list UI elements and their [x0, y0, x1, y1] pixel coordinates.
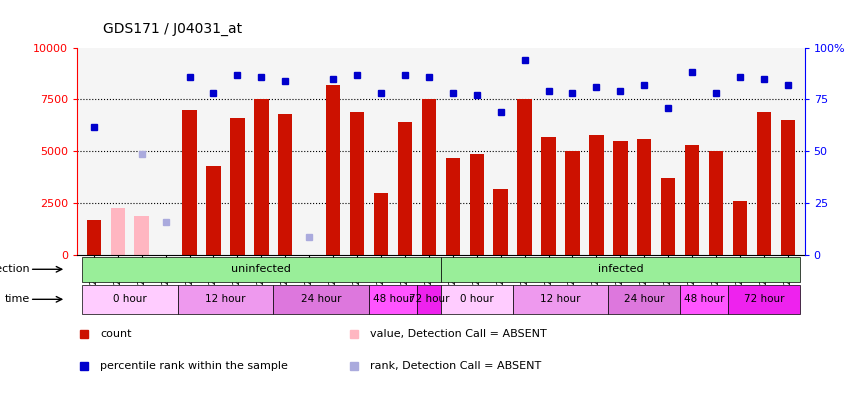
Text: 72 hour: 72 hour [408, 294, 449, 304]
Bar [369, 285, 417, 314]
Text: 48 hour: 48 hour [684, 294, 724, 304]
Text: value, Detection Call = ABSENT: value, Detection Call = ABSENT [370, 329, 546, 339]
Bar [82, 285, 177, 314]
Text: 0 hour: 0 hour [460, 294, 494, 304]
Text: infection: infection [0, 264, 30, 274]
Bar [757, 112, 771, 255]
Text: rank, Detection Call = ABSENT: rank, Detection Call = ABSENT [370, 361, 541, 371]
Text: 72 hour: 72 hour [744, 294, 784, 304]
Bar [446, 158, 460, 255]
Text: percentile rank within the sample: percentile rank within the sample [100, 361, 288, 371]
Bar [613, 141, 627, 255]
Bar [177, 285, 273, 314]
Text: infected: infected [597, 264, 643, 274]
Bar [182, 110, 197, 255]
Bar [589, 135, 603, 255]
Bar [441, 285, 513, 314]
Bar [661, 179, 675, 255]
Bar [709, 151, 723, 255]
Bar [681, 285, 728, 314]
Bar [609, 285, 681, 314]
Bar [350, 112, 365, 255]
Text: GDS171 / J04031_at: GDS171 / J04031_at [103, 22, 242, 36]
Bar [273, 285, 369, 314]
Bar [230, 118, 245, 255]
Bar [326, 85, 341, 255]
Bar [110, 208, 125, 255]
Bar [728, 285, 800, 314]
Bar [513, 285, 609, 314]
Text: 24 hour: 24 hour [624, 294, 664, 304]
Text: 24 hour: 24 hour [301, 294, 342, 304]
Bar [206, 166, 221, 255]
Text: 48 hour: 48 hour [372, 294, 413, 304]
Text: 12 hour: 12 hour [540, 294, 580, 304]
Text: time: time [4, 294, 30, 304]
Bar [254, 99, 269, 255]
Text: 12 hour: 12 hour [205, 294, 246, 304]
Bar [781, 120, 795, 255]
Bar [733, 201, 747, 255]
Bar [685, 145, 699, 255]
Bar [541, 137, 556, 255]
Bar [417, 285, 441, 314]
Text: count: count [100, 329, 132, 339]
Bar [441, 257, 800, 282]
Bar [637, 139, 651, 255]
Bar [374, 193, 388, 255]
Bar [517, 99, 532, 255]
Bar [398, 122, 412, 255]
Bar [86, 220, 101, 255]
Bar [565, 151, 580, 255]
Text: uninfected: uninfected [231, 264, 291, 274]
Bar [278, 114, 293, 255]
Bar [470, 154, 484, 255]
Bar [82, 257, 441, 282]
Bar [494, 189, 508, 255]
Text: 0 hour: 0 hour [113, 294, 146, 304]
Bar [134, 216, 149, 255]
Bar [422, 99, 436, 255]
